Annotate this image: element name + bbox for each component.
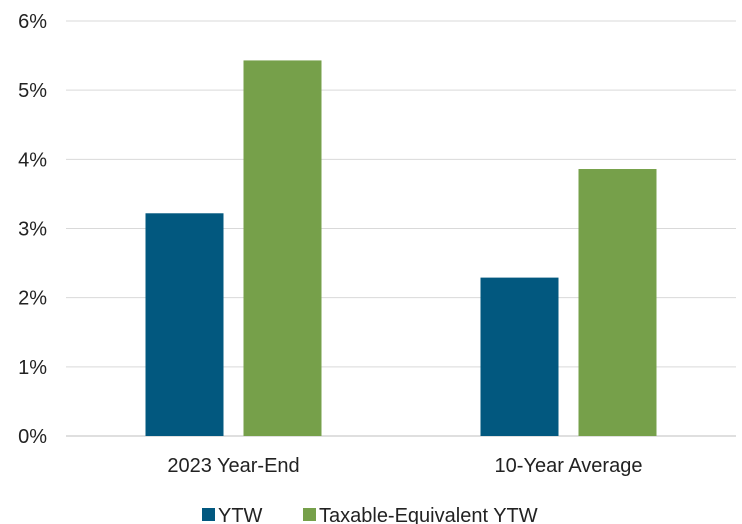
bar-taxable-equivalent-ytw [243, 60, 322, 437]
y-tick-label: 1% [18, 357, 47, 379]
x-axis-category-labels: 2023 Year-End 10-Year Average [167, 455, 642, 477]
bar-ytw [480, 277, 559, 436]
legend-swatch [303, 508, 316, 521]
y-tick-label: 6% [18, 11, 47, 33]
bars [145, 60, 657, 437]
y-tick-label: 0% [18, 426, 47, 448]
y-tick-label: 4% [18, 149, 47, 171]
legend: YTW Taxable-Equivalent YTW [202, 505, 538, 524]
legend-label: YTW [218, 505, 263, 524]
x-category-label: 2023 Year-End [167, 455, 299, 477]
y-tick-label: 3% [18, 219, 47, 241]
y-tick-label: 2% [18, 288, 47, 310]
y-tick-label: 5% [18, 80, 47, 102]
legend-swatch [202, 508, 215, 521]
bar-taxable-equivalent-ytw [578, 169, 657, 436]
bar-ytw [145, 213, 224, 436]
x-category-label: 10-Year Average [495, 455, 643, 477]
legend-label: Taxable-Equivalent YTW [319, 505, 538, 524]
y-axis-tick-labels: 0% 1% 2% 3% 4% 5% 6% [18, 11, 47, 448]
